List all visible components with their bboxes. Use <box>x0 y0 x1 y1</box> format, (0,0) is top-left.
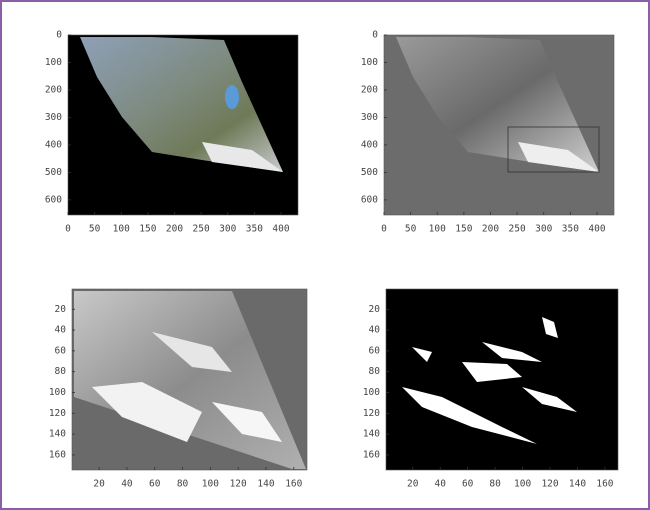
x-tick-label: 100 <box>113 224 130 235</box>
y-tick-label: 140 <box>49 429 66 440</box>
x-tick-label: 40 <box>121 479 133 490</box>
x-tick-label: 120 <box>230 479 247 490</box>
x-tick-label: 200 <box>166 224 183 235</box>
x-tick-label: 250 <box>509 224 526 235</box>
y-tick-label: 80 <box>369 366 381 377</box>
y-tick-label: 40 <box>369 325 381 336</box>
x-tick-label: 400 <box>272 224 289 235</box>
figure: 0501001502002503003504000100200300400500… <box>2 2 648 508</box>
x-tick-label: 300 <box>535 224 552 235</box>
x-tick-label: 150 <box>455 224 472 235</box>
y-tick-label: 140 <box>363 429 380 440</box>
x-tick-label: 100 <box>514 479 531 490</box>
y-tick-label: 200 <box>45 84 62 95</box>
x-tick-label: 60 <box>149 479 161 490</box>
x-tick-label: 200 <box>482 224 499 235</box>
x-tick-label: 150 <box>139 224 156 235</box>
x-tick-label: 60 <box>462 479 474 490</box>
x-tick-label: 350 <box>246 224 263 235</box>
y-tick-label: 400 <box>361 139 378 150</box>
y-tick-label: 300 <box>45 112 62 123</box>
x-tick-label: 80 <box>177 479 189 490</box>
y-tick-label: 100 <box>361 57 378 68</box>
x-tick-label: 80 <box>489 479 501 490</box>
y-tick-label: 100 <box>45 57 62 68</box>
y-tick-label: 100 <box>49 387 66 398</box>
y-tick-label: 500 <box>45 167 62 178</box>
x-tick-label: 100 <box>202 479 219 490</box>
y-tick-label: 20 <box>55 304 67 315</box>
y-tick-label: 40 <box>55 325 67 336</box>
y-tick-label: 80 <box>55 366 67 377</box>
y-tick-label: 600 <box>45 194 62 205</box>
x-tick-label: 140 <box>569 479 586 490</box>
image-detail <box>225 85 239 109</box>
y-tick-label: 400 <box>45 139 62 150</box>
image-background <box>386 289 618 470</box>
y-tick-label: 200 <box>361 84 378 95</box>
x-tick-label: 160 <box>596 479 613 490</box>
x-tick-label: 0 <box>381 224 387 235</box>
x-tick-label: 50 <box>89 224 101 235</box>
x-tick-label: 40 <box>434 479 446 490</box>
figure-frame: 0501001502002503003504000100200300400500… <box>0 0 650 510</box>
y-tick-label: 60 <box>369 345 381 356</box>
x-tick-label: 160 <box>285 479 302 490</box>
y-tick-label: 600 <box>361 194 378 205</box>
y-tick-label: 500 <box>361 167 378 178</box>
y-tick-label: 300 <box>361 112 378 123</box>
y-tick-label: 160 <box>363 449 380 460</box>
y-tick-label: 0 <box>372 30 378 41</box>
x-tick-label: 300 <box>219 224 236 235</box>
x-tick-label: 20 <box>93 479 105 490</box>
x-tick-label: 0 <box>65 224 71 235</box>
x-tick-label: 400 <box>588 224 605 235</box>
y-tick-label: 20 <box>369 304 381 315</box>
y-tick-label: 120 <box>363 408 380 419</box>
y-tick-label: 100 <box>363 387 380 398</box>
x-tick-label: 140 <box>257 479 274 490</box>
x-tick-label: 50 <box>405 224 417 235</box>
y-tick-label: 120 <box>49 408 66 419</box>
y-tick-label: 60 <box>55 345 67 356</box>
x-tick-label: 120 <box>541 479 558 490</box>
x-tick-label: 350 <box>562 224 579 235</box>
y-tick-label: 0 <box>56 30 62 41</box>
y-tick-label: 160 <box>49 449 66 460</box>
x-tick-label: 250 <box>193 224 210 235</box>
x-tick-label: 20 <box>407 479 419 490</box>
x-tick-label: 100 <box>429 224 446 235</box>
